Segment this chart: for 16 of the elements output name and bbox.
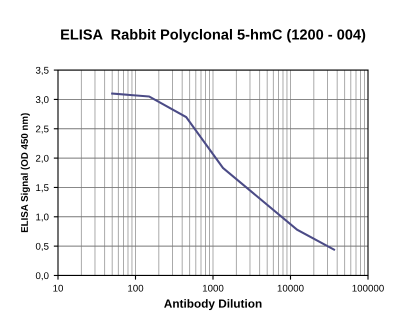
x-tick-label: 10 xyxy=(53,284,64,292)
y-tick-label: 1,0 xyxy=(36,214,49,222)
chart-title: ELISA Rabbit Polyclonal 5-hmC (1200 - 004) xyxy=(61,28,366,43)
y-tick-label: 1,5 xyxy=(36,184,49,192)
x-tick-label: 100000 xyxy=(352,284,384,292)
y-tick-label: 2,0 xyxy=(36,154,49,163)
y-tick-label: 3,5 xyxy=(36,66,49,75)
y-tick-label: 2,5 xyxy=(36,126,49,134)
y-tick-label: 0,0 xyxy=(36,272,49,280)
x-tick-label: 100 xyxy=(128,284,144,292)
y-tick-label: 0,5 xyxy=(36,242,49,251)
x-tick-label: 10000 xyxy=(278,284,304,292)
y-tick-label: 3,0 xyxy=(36,96,49,104)
x-axis-title: Antibody Dilution xyxy=(164,299,262,310)
y-axis-title: ELISA Signal (OD 450 nm) xyxy=(20,113,30,232)
x-tick-label: 1000 xyxy=(202,284,224,292)
